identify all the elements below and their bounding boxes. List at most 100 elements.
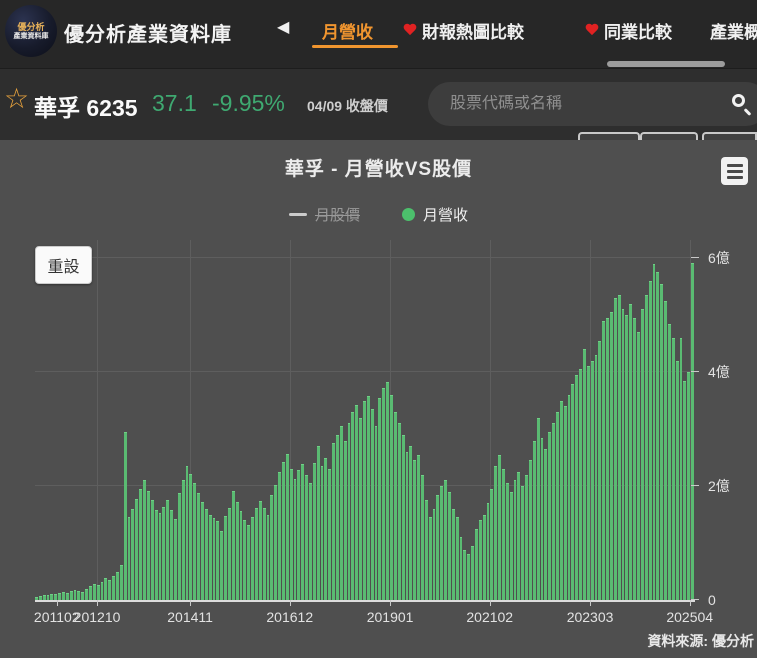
revenue-bar[interactable] [50,594,54,600]
revenue-bar[interactable] [691,262,694,600]
revenue-bar[interactable] [436,494,440,600]
revenue-bar[interactable] [227,507,231,600]
partial-tab-button[interactable] [640,132,698,141]
revenue-bar[interactable] [220,530,224,600]
revenue-bar[interactable] [328,469,332,600]
revenue-bar[interactable] [540,437,544,600]
revenue-bar[interactable] [347,423,351,600]
search-button[interactable] [720,82,757,126]
revenue-bar[interactable] [390,394,393,600]
revenue-bar[interactable] [664,300,667,600]
revenue-bar[interactable] [135,498,139,600]
revenue-bar[interactable] [216,521,220,600]
revenue-bar[interactable] [656,272,660,600]
revenue-bar[interactable] [579,369,583,600]
revenue-bar[interactable] [274,484,278,600]
collapse-left-icon[interactable]: ◀ [277,19,290,36]
revenue-bar[interactable] [613,298,617,600]
revenue-bar[interactable] [301,463,305,600]
revenue-bar[interactable] [336,434,339,600]
nav-monthly-revenue[interactable]: 月營收 [322,18,373,43]
revenue-bar[interactable] [513,480,517,600]
revenue-bar[interactable] [432,508,436,600]
revenue-bar[interactable] [675,360,679,600]
revenue-bar[interactable] [35,596,38,600]
revenue-bar[interactable] [505,483,509,600]
revenue-bar[interactable] [42,595,46,600]
revenue-bar[interactable] [235,502,239,600]
revenue-bar[interactable] [459,537,463,600]
revenue-bar[interactable] [556,412,559,600]
revenue-bar[interactable] [567,394,571,600]
revenue-bar[interactable] [517,471,521,600]
revenue-bar[interactable] [266,514,270,600]
revenue-bar[interactable] [610,312,613,600]
revenue-bar[interactable] [293,479,297,600]
revenue-bar[interactable] [444,480,447,600]
revenue-bar[interactable] [316,445,320,600]
revenue-bar[interactable] [359,417,363,600]
revenue-bar[interactable] [62,592,65,600]
revenue-bar[interactable] [401,434,405,600]
revenue-bar[interactable] [544,449,548,600]
revenue-bar[interactable] [447,491,451,600]
revenue-bar[interactable] [89,586,92,600]
revenue-bar[interactable] [474,528,478,600]
revenue-bar[interactable] [46,595,50,600]
revenue-bar[interactable] [501,469,505,600]
revenue-bar[interactable] [644,295,648,600]
revenue-bar[interactable] [482,514,486,600]
revenue-bar[interactable] [305,474,309,600]
revenue-bar[interactable] [166,499,170,600]
revenue-bar[interactable] [100,581,104,600]
revenue-bar[interactable] [683,380,687,600]
revenue-bar[interactable] [366,396,370,600]
revenue-bar[interactable] [494,466,498,600]
revenue-bar[interactable] [282,462,285,600]
revenue-bar[interactable] [598,340,602,600]
revenue-bar[interactable] [355,405,359,600]
revenue-bar[interactable] [652,263,656,600]
revenue-bar[interactable] [289,469,293,600]
revenue-bar[interactable] [262,507,266,600]
revenue-bar[interactable] [363,400,366,600]
nav-peer-compare[interactable]: 同業比較 [585,18,672,43]
revenue-bar[interactable] [532,440,536,600]
partial-tab-button[interactable] [578,132,640,141]
nav-horizontal-scrollbar[interactable] [607,61,725,67]
revenue-bar[interactable] [548,431,552,600]
revenue-bar[interactable] [146,490,150,600]
revenue-bar[interactable] [440,486,444,600]
revenue-bar[interactable] [150,499,154,600]
revenue-bar[interactable] [193,483,197,600]
revenue-bar[interactable] [590,360,594,600]
revenue-bar[interactable] [463,549,467,600]
revenue-bar[interactable] [332,443,336,600]
revenue-bar[interactable] [251,516,254,600]
revenue-bar[interactable] [285,454,289,600]
revenue-bar[interactable] [65,592,69,600]
favorite-star-icon[interactable]: ☆ [4,83,30,114]
revenue-bar[interactable] [324,457,328,600]
revenue-bar[interactable] [185,465,189,600]
revenue-bar[interactable] [258,500,262,600]
revenue-bar[interactable] [154,510,158,600]
nav-industry-truncated[interactable]: 產業概 [710,18,757,43]
revenue-bar[interactable] [498,454,501,600]
revenue-bar[interactable] [158,513,162,600]
revenue-bar[interactable] [382,387,386,600]
legend-item-monthly-price[interactable]: 月股價 [288,204,360,225]
revenue-bar[interactable] [131,508,135,600]
search-input[interactable] [428,95,720,113]
revenue-bar[interactable] [420,474,424,600]
revenue-bar[interactable] [428,517,432,600]
revenue-bar[interactable] [455,517,459,600]
revenue-bar[interactable] [197,492,200,600]
revenue-bar[interactable] [471,545,474,600]
revenue-bar[interactable] [73,589,77,600]
revenue-bar[interactable] [405,451,409,600]
revenue-bar[interactable] [575,375,579,600]
revenue-bar[interactable] [231,490,235,600]
revenue-bar[interactable] [247,524,251,600]
nav-financial-heatmap-compare[interactable]: 財報熱圖比較 [403,18,524,43]
